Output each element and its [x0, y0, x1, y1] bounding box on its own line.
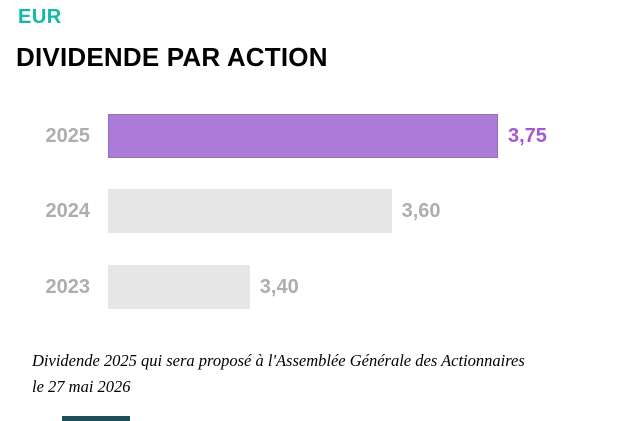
value-label: 3,75: [508, 124, 547, 147]
dividend-bar-2023: [108, 265, 250, 309]
value-label: 3,60: [401, 199, 441, 222]
footnote-line-2: le 27 mai 2026: [32, 377, 131, 396]
currency-label: EUR: [18, 6, 62, 28]
footnote: Dividende 2025 qui sera proposé à l'Asse…: [32, 348, 592, 400]
chart-title: DIVIDENDE PAR ACTION: [16, 42, 328, 72]
chart-row-2025: 2025 3,75: [0, 114, 547, 158]
year-label: 2024: [45, 199, 91, 222]
year-label: 2023: [45, 275, 91, 298]
footnote-line-1: Dividende 2025 qui sera proposé à l'Asse…: [32, 351, 525, 370]
footer-mark: [62, 416, 130, 421]
year-label: 2025: [45, 124, 91, 147]
dividend-bar-2024: [108, 189, 392, 233]
dividend-bar-2025: [108, 114, 498, 158]
chart-row-2024: 2024 3,60: [0, 189, 441, 233]
chart-row-2023: 2023 3,40: [0, 265, 299, 309]
value-label: 3,40: [259, 275, 299, 298]
